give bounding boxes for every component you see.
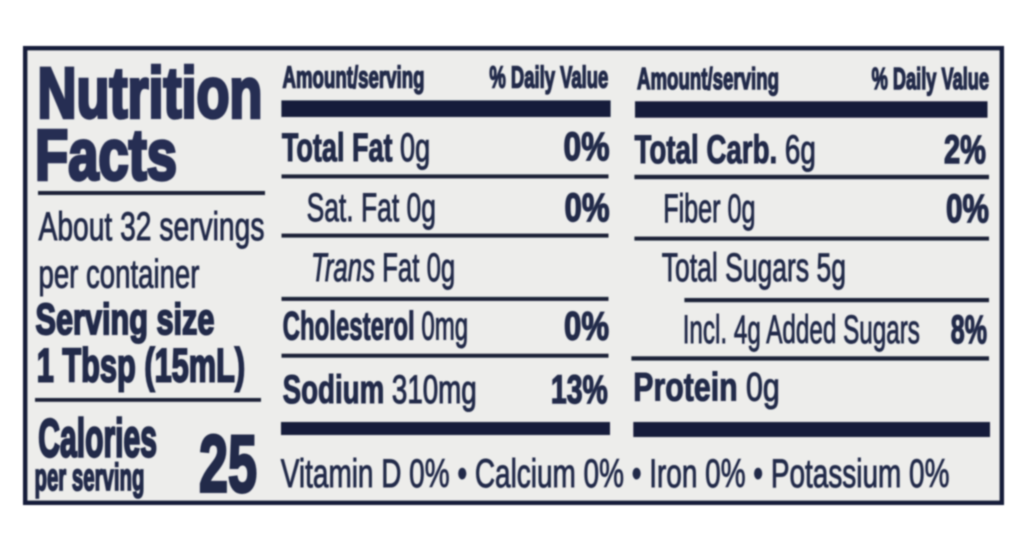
svg-text:Cholesterol 0mg: Cholesterol 0mg xyxy=(283,303,468,348)
svg-text:Sat. Fat 0g: Sat. Fat 0g xyxy=(307,185,436,230)
svg-text:Total Sugars 5g: Total Sugars 5g xyxy=(662,246,846,291)
svg-text:0%: 0% xyxy=(564,304,609,349)
svg-text:% Daily Value: % Daily Value xyxy=(872,62,989,96)
svg-text:per container: per container xyxy=(39,253,200,297)
svg-text:1 Tbsp (15mL): 1 Tbsp (15mL) xyxy=(37,340,245,392)
svg-text:Calories: Calories xyxy=(38,408,157,469)
svg-text:Incl. 4g Added Sugars: Incl. 4g Added Sugars xyxy=(683,308,920,353)
svg-text:About 32 servings: About 32 servings xyxy=(39,205,265,249)
svg-text:Serving size: Serving size xyxy=(36,296,215,345)
svg-text:13%: 13% xyxy=(551,368,608,412)
svg-text:Total Fat 0g: Total Fat 0g xyxy=(282,126,430,171)
svg-text:8%: 8% xyxy=(951,308,987,352)
svg-text:Nutrition: Nutrition xyxy=(38,54,263,133)
svg-text:Sodium 310mg: Sodium 310mg xyxy=(283,368,477,412)
svg-text:0%: 0% xyxy=(564,123,610,168)
svg-text:Fiber 0g: Fiber 0g xyxy=(663,187,755,231)
svg-text:Amount/serving: Amount/serving xyxy=(637,62,779,96)
svg-text:per serving: per serving xyxy=(35,456,145,498)
svg-text:Total Carb. 6g: Total Carb. 6g xyxy=(635,128,816,172)
svg-text:Protein 0g: Protein 0g xyxy=(633,364,779,409)
svg-text:Amount/serving: Amount/serving xyxy=(283,61,425,95)
svg-text:0%: 0% xyxy=(565,185,610,230)
svg-text:25: 25 xyxy=(199,419,257,509)
svg-text:0%: 0% xyxy=(946,187,989,231)
svg-text:2%: 2% xyxy=(944,127,986,172)
svg-text:Trans Fat 0g: Trans Fat 0g xyxy=(311,247,455,291)
svg-text:Facts: Facts xyxy=(35,117,177,196)
svg-text:% Daily Value: % Daily Value xyxy=(489,61,608,95)
svg-text:Vitamin D 0% • Calcium 0% • Ir: Vitamin D 0% • Calcium 0% • Iron 0% • Po… xyxy=(281,452,950,496)
